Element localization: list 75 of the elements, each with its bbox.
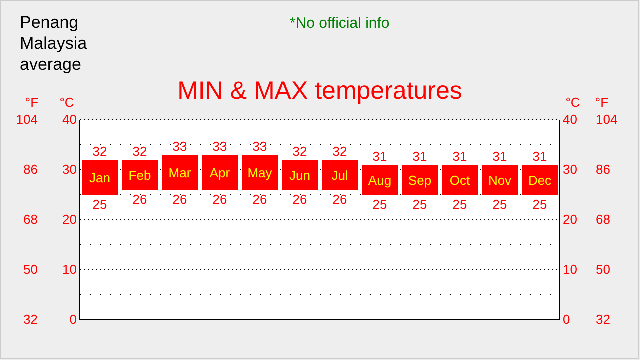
y2-tick-label: 68 — [596, 212, 610, 228]
bar — [122, 160, 158, 190]
annotation: 26 — [132, 192, 148, 207]
y-tick-label: 10 — [563, 262, 578, 278]
x-tick-label: Mar — [168, 166, 192, 180]
y2-tick-label: 50 — [596, 262, 610, 278]
y-tick-label: 0 — [563, 312, 570, 328]
bar — [202, 155, 238, 190]
bar — [402, 165, 438, 195]
y2-tick-label: 86 — [596, 162, 610, 178]
bar — [242, 155, 278, 190]
y2-tick-label: 104 — [596, 112, 618, 128]
annotation: 31 — [532, 149, 548, 164]
x-tick-label: Jun — [290, 168, 310, 183]
annotation: 32 — [92, 144, 108, 159]
text: 10 — [62, 262, 77, 278]
x-tick-label: Oct — [450, 173, 470, 188]
y3-tick-label: 68 — [24, 212, 38, 228]
annotation: 25 — [492, 197, 508, 212]
annotation: 25 — [532, 197, 548, 212]
y2-axis-title: °F — [595, 95, 609, 110]
text: *No official info — [290, 15, 390, 32]
chart-title: MIN & MAX temperatures — [178, 77, 462, 105]
x-tick-label: Apr — [210, 166, 231, 180]
annotation: 32 — [132, 144, 148, 159]
annotation: 31 — [492, 149, 508, 164]
bar — [522, 165, 558, 195]
annotation: 31 — [452, 149, 468, 164]
bar — [82, 160, 118, 195]
x-tick-label: Dec — [528, 173, 552, 188]
text: 40 — [62, 112, 77, 128]
x-tick-label: Nov — [488, 173, 512, 188]
annotation: 25 — [412, 197, 428, 212]
annotation: 26 — [252, 192, 268, 207]
annotation: 33 — [212, 139, 228, 154]
annotation: 32 — [292, 144, 308, 159]
y-tick-label: 40 — [563, 112, 578, 128]
annotation: 26 — [172, 192, 188, 207]
y-tick-label: 30 — [563, 162, 578, 178]
x-tick-label: Sep — [408, 173, 432, 188]
y3-axis-title: °F — [25, 95, 39, 110]
text: 20 — [62, 212, 77, 228]
y-tick-label: 20 — [563, 212, 578, 228]
y-axis-title: °C — [60, 95, 74, 110]
bar — [442, 165, 478, 195]
x-tick-label: Jul — [332, 168, 348, 183]
annotation: 31 — [412, 149, 428, 164]
annotation: 25 — [372, 197, 388, 212]
text: 0 — [70, 312, 77, 328]
bar — [482, 165, 518, 195]
bar — [362, 165, 398, 195]
y3-tick-label: 86 — [24, 162, 38, 178]
annotation: 25 — [92, 197, 108, 212]
annotation: 25 — [452, 197, 468, 212]
annotation: 33 — [252, 139, 268, 154]
annotation: 26 — [332, 192, 348, 207]
y3-tick-label: 104 — [16, 112, 38, 128]
chart-subtitle: Penang Malaysia average — [20, 13, 88, 74]
x-tick-label: Jan — [90, 170, 110, 186]
x-tick-label: Feb — [128, 168, 152, 183]
y2-tick-label: 32 — [596, 312, 610, 328]
bar — [322, 160, 358, 190]
annotation: 32 — [332, 144, 348, 159]
bar — [282, 160, 318, 190]
annotation: 33 — [172, 139, 188, 154]
annotation: 26 — [292, 192, 308, 207]
annotation: 26 — [212, 192, 228, 207]
annotation: 31 — [372, 149, 388, 164]
y3-tick-label: 50 — [24, 262, 38, 278]
bar — [162, 155, 198, 190]
x-tick-label: Aug — [368, 173, 392, 188]
text: 30 — [62, 162, 77, 178]
text: °C — [566, 95, 580, 110]
y3-tick-label: 32 — [24, 312, 38, 328]
x-tick-label: May — [248, 166, 273, 180]
